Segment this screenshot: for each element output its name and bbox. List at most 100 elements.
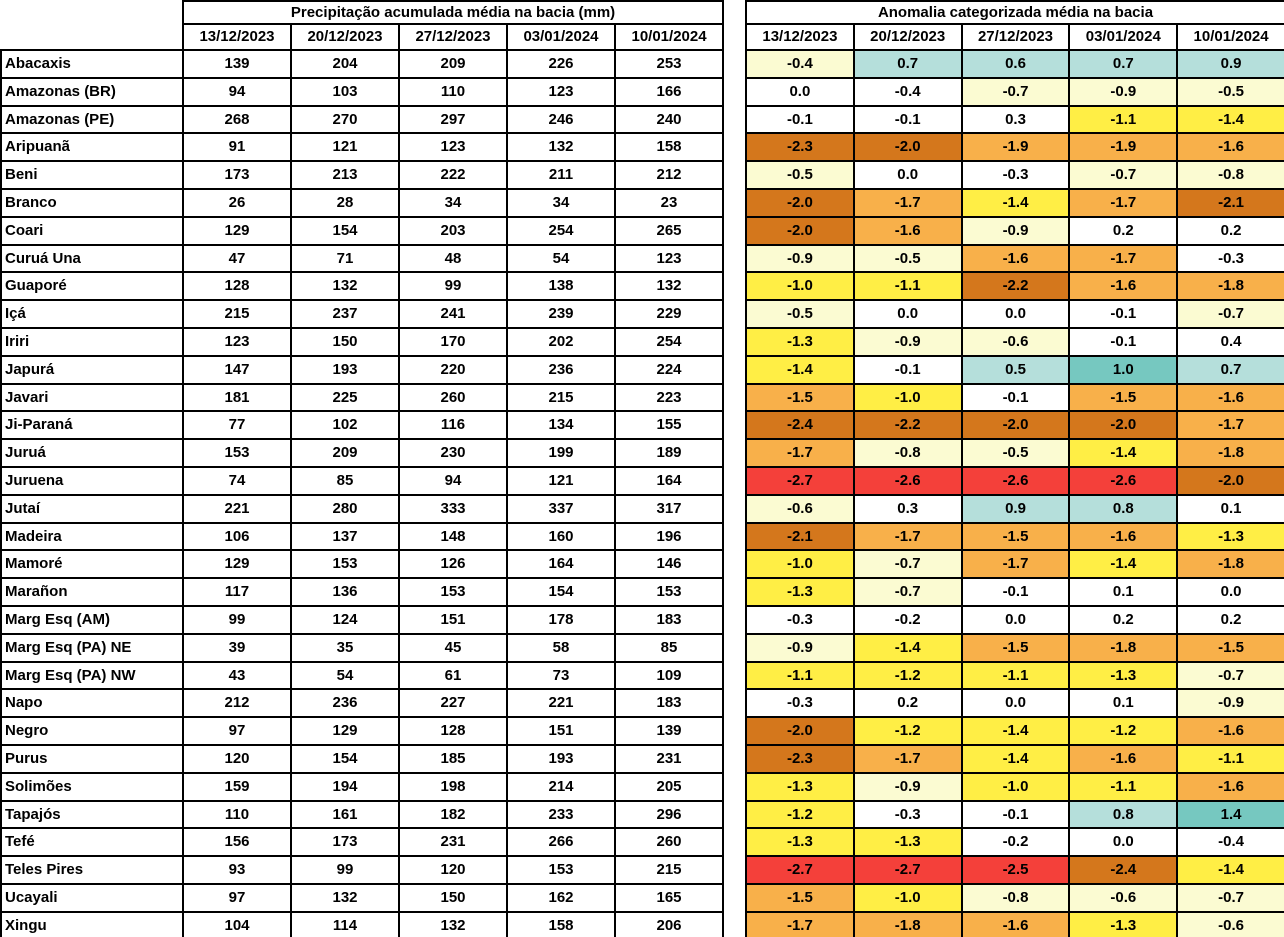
anomaly-cell: 0.7: [1068, 49, 1179, 79]
precip-cell: 194: [290, 771, 400, 802]
anomaly-title: Anomalia categorizada média na bacia: [745, 0, 1284, 25]
anomaly-cell: 1.0: [1068, 354, 1179, 385]
precip-cell: 173: [290, 827, 400, 858]
table-row: Solimões 159 194 198 214 205: [0, 771, 725, 802]
precip-cell: 254: [613, 326, 725, 357]
precip-cell: 97: [182, 882, 292, 913]
anomaly-cell: -0.3: [852, 799, 963, 830]
anomaly-cell: -1.6: [1068, 521, 1179, 552]
anomaly-cell: -1.6: [1068, 743, 1179, 774]
basin-label: Juruena: [0, 465, 184, 496]
anomaly-cell: -1.6: [1176, 716, 1284, 746]
precip-cell: 181: [182, 382, 292, 413]
precip-cell: 146: [613, 549, 725, 580]
precip-cell: 193: [290, 354, 400, 385]
anomaly-cell: -1.7: [852, 521, 963, 552]
anomaly-cell: -1.1: [1176, 743, 1284, 774]
precip-cell: 132: [613, 271, 725, 302]
precip-cell: 74: [182, 465, 292, 496]
precip-cell: 237: [290, 299, 400, 329]
table-row: Purus 120 154 185 193 231: [0, 743, 725, 774]
anomaly-cell: -1.0: [745, 271, 855, 302]
precip-cell: 93: [182, 855, 292, 885]
anomaly-cell: -0.4: [745, 49, 855, 79]
anomaly-cell: -0.3: [745, 688, 855, 719]
anomaly-cell: -0.7: [960, 76, 1071, 107]
anomaly-cell: -1.2: [1068, 716, 1179, 746]
anomaly-dates-row: 13/12/2023 20/12/2023 27/12/2023 03/01/2024…: [745, 23, 1284, 51]
anomaly-cell: -1.3: [745, 771, 855, 802]
table-row: -0.4 0.7 0.6 0.7 0.9: [745, 49, 1284, 79]
precip-cell: 151: [506, 716, 616, 746]
precip-cell: 116: [398, 410, 508, 441]
table-row: -0.6 0.3 0.9 0.8 0.1: [745, 493, 1284, 524]
table-row: -1.7 -1.8 -1.6 -1.3 -0.6: [745, 910, 1284, 937]
precip-cell: 178: [506, 604, 616, 635]
table-row: -0.5 0.0 -0.3 -0.7 -0.8: [745, 160, 1284, 190]
precip-cell: 155: [613, 410, 725, 441]
precip-cell: 253: [613, 49, 725, 79]
anomaly-cell: -1.1: [1068, 104, 1179, 135]
basin-label: Marg Esq (AM): [0, 604, 184, 635]
precip-cell: 153: [398, 577, 508, 607]
anomaly-cell: -0.9: [745, 632, 855, 663]
anomaly-cell: -1.5: [745, 882, 855, 913]
precip-date-header: 13/12/2023: [182, 23, 292, 51]
basin-label: Xingu: [0, 910, 184, 937]
anomaly-cell: -1.1: [960, 660, 1071, 691]
precip-cell: 134: [506, 410, 616, 441]
precip-cell: 35: [290, 632, 400, 663]
precip-cell: 114: [290, 910, 400, 937]
precip-cell: 236: [506, 354, 616, 385]
anomaly-cell: -0.8: [852, 438, 963, 468]
precip-cell: 110: [398, 76, 508, 107]
precip-cell: 227: [398, 688, 508, 719]
anomaly-cell: -2.1: [745, 521, 855, 552]
anomaly-cell: -2.7: [852, 855, 963, 885]
anomaly-cell: 0.9: [1176, 49, 1284, 79]
table-row: Aripuanã 91 121 123 132 158: [0, 132, 725, 163]
precip-cell: 147: [182, 354, 292, 385]
precip-cell: 99: [398, 271, 508, 302]
basin-label: Ji-Paraná: [0, 410, 184, 441]
precip-cell: 231: [398, 827, 508, 858]
precip-cell: 34: [506, 187, 616, 218]
precip-cell: 121: [506, 465, 616, 496]
table-row: -2.3 -2.0 -1.9 -1.9 -1.6: [745, 132, 1284, 163]
precip-cell: 166: [613, 76, 725, 107]
anomaly-cell: -1.7: [745, 910, 855, 937]
precip-cell: 333: [398, 493, 508, 524]
anomaly-cell: -1.4: [1068, 549, 1179, 580]
precip-cell: 170: [398, 326, 508, 357]
precip-cell: 120: [398, 855, 508, 885]
precip-cell: 182: [398, 799, 508, 830]
precip-cell: 150: [290, 326, 400, 357]
basin-label: Solimões: [0, 771, 184, 802]
anomaly-cell: -0.1: [745, 104, 855, 135]
precip-cell: 206: [613, 910, 725, 937]
precip-cell: 117: [182, 577, 292, 607]
table-row: -1.3 -1.3 -0.2 0.0 -0.4: [745, 827, 1284, 858]
anomaly-cell: -1.7: [1176, 410, 1284, 441]
anomaly-cell: -0.9: [852, 771, 963, 802]
table-row: -1.3 -0.9 -0.6 -0.1 0.4: [745, 326, 1284, 357]
anomaly-cell: -2.7: [745, 855, 855, 885]
precip-cell: 213: [290, 160, 400, 190]
precip-cell: 205: [613, 771, 725, 802]
precip-cell: 139: [613, 716, 725, 746]
anomaly-cell: 0.4: [1176, 326, 1284, 357]
anomaly-cell: -1.7: [745, 438, 855, 468]
precip-cell: 28: [290, 187, 400, 218]
precip-cell: 54: [506, 243, 616, 274]
precip-cell: 317: [613, 493, 725, 524]
anomaly-cell: 0.0: [1068, 827, 1179, 858]
precip-cell: 164: [613, 465, 725, 496]
precip-cell: 132: [290, 882, 400, 913]
anomaly-cell: -1.7: [852, 743, 963, 774]
anomaly-date-header: 03/01/2024: [1068, 23, 1179, 51]
precip-cell: 110: [182, 799, 292, 830]
anomaly-cell: -1.6: [1176, 771, 1284, 802]
table-row: Amazonas (PE) 268 270 297 246 240: [0, 104, 725, 135]
precip-cell: 209: [290, 438, 400, 468]
precip-date-header: 03/01/2024: [506, 23, 616, 51]
